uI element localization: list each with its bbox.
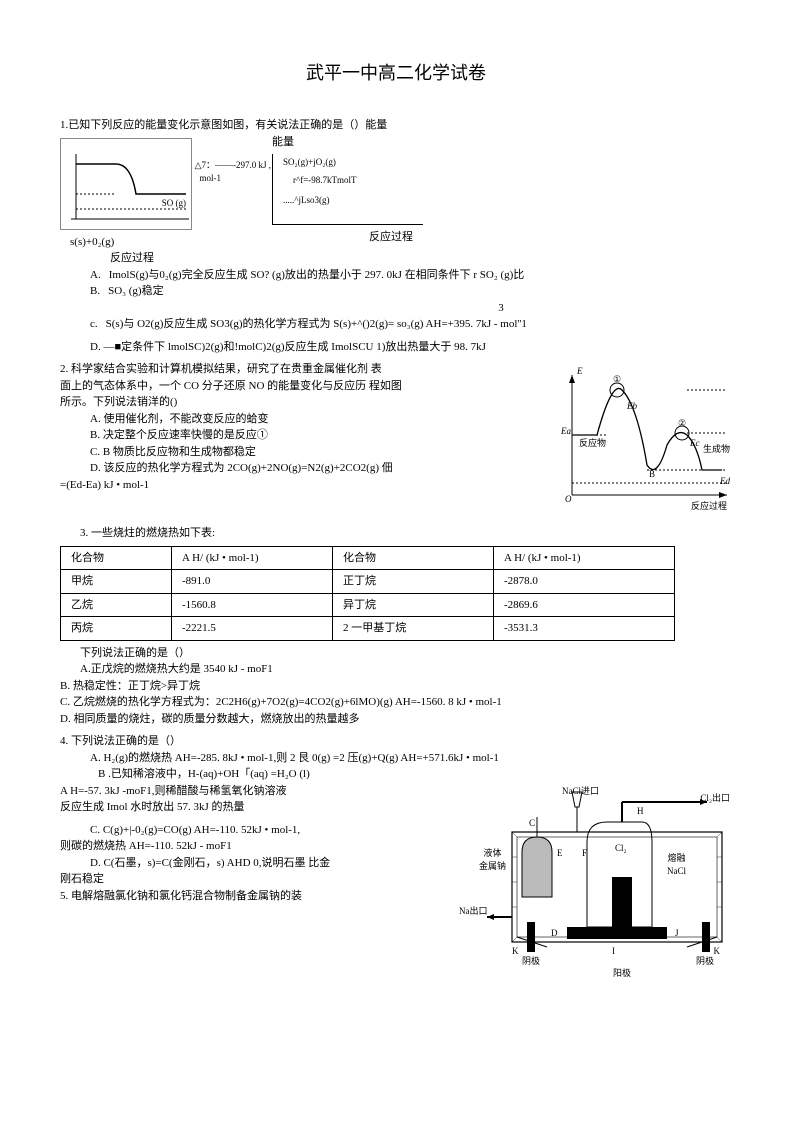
table-cell: 丙烷 [61, 617, 172, 641]
q1-diag2-energy-label: 能量 [272, 134, 423, 151]
q1-diag1-process: 反应过程 [110, 250, 192, 267]
q1-diagram-1: △7：——-297.0 kJ , mol-1 SO (g) [60, 138, 192, 230]
q4-opt-b-1: B .已知稀溶液中，H-(aq)+OH「(aq) =H₂O (l) [98, 766, 732, 783]
q3-stem: 3. 一些烧炷的燃烧热如下表: [80, 525, 732, 542]
q1-opt-c: S(s)与 O2(g)反应生成 SO3(g)的热化学方程式为 S(s)+^()2… [106, 316, 527, 333]
table-cell: 异丁烷 [333, 593, 494, 617]
q4-opt-a: A. H₂(g)的燃烧热 AH=-285. 8kJ • mol-1,则 2 艮 … [90, 750, 732, 767]
q3-opt-d: D. 相同质量的烧炷，碳的质量分数越大，燃烧放出的热量越多 [60, 711, 732, 728]
table-header: 化合物 [333, 546, 494, 570]
table-cell: -2878.0 [494, 570, 675, 594]
q3-opt-b: B. 热稳定性：正丁烷>异丁烷 [60, 678, 732, 695]
q4-stem: 4. 下列说法正确的是（） [60, 733, 732, 750]
q3-table: 化合物 A H/ (kJ • mol-1) 化合物 A H/ (kJ • mol… [60, 546, 675, 641]
table-cell: -3531.3 [494, 617, 675, 641]
q1-opt-a: ImolS(g)与0₂(g)完全反应生成 SO? (g)放出的热量小于 297.… [109, 267, 525, 284]
q3-opt-c: C. 乙烷燃烧的热化学方程式为：2C2H6(g)+7O2(g)=4CO2(g)+… [60, 694, 732, 711]
table-cell: -891.0 [172, 570, 333, 594]
q1-opt-c-sup: 3 [270, 300, 732, 317]
q5-electrolysis-diagram: NaCl进口 Cl₂出口 H C Cl₂ E F 液体 金属钠 熔融 NaCl … [457, 787, 732, 972]
q3-opt-a: A.正戊烷的燃烧热大约是 3540 kJ - moF1 [80, 661, 732, 678]
q1-opt-d: D. —■定条件下 lmolSC)2(g)和!molC)2(g)反应生成 Imo… [90, 339, 732, 356]
table-header: A H/ (kJ • mol-1) [494, 546, 675, 570]
q1-diag1-bottom: s(s)+0₂(g) [70, 234, 192, 251]
q3-after: 下列说法正确的是（） [80, 645, 732, 662]
q1-opt-a-pre: A. [90, 267, 101, 284]
q1-opt-c-pre: c. [90, 316, 98, 333]
table-cell: 乙烷 [61, 593, 172, 617]
table-cell: 甲烷 [61, 570, 172, 594]
table-cell: 正丁烷 [333, 570, 494, 594]
q1-diagram-2: SO₂(g)+jO₂(g) r^f=-98.7kTmolT .....^jLso… [272, 154, 423, 225]
q1-opt-b: SO₃ (g)稳定 [108, 283, 163, 300]
table-header: 化合物 [61, 546, 172, 570]
q1-stem: 1.已知下列反应的能量变化示意图如图，有关说法正确的是（）能量 [60, 117, 732, 134]
table-cell: -2221.5 [172, 617, 333, 641]
page-title: 武平一中高二化学试卷 [60, 60, 732, 87]
q1-opt-b-pre: B. [90, 283, 100, 300]
q1-diag2-process: 反应过程 [272, 229, 413, 246]
q2-energy-diagram: E Ea Eb Ec Ed B 反应物 生成物 ① ② O 反应过程 [557, 365, 732, 515]
table-header: A H/ (kJ • mol-1) [172, 546, 333, 570]
table-cell: -2869.6 [494, 593, 675, 617]
table-cell: -1560.8 [172, 593, 333, 617]
table-cell: 2 一甲基丁烷 [333, 617, 494, 641]
